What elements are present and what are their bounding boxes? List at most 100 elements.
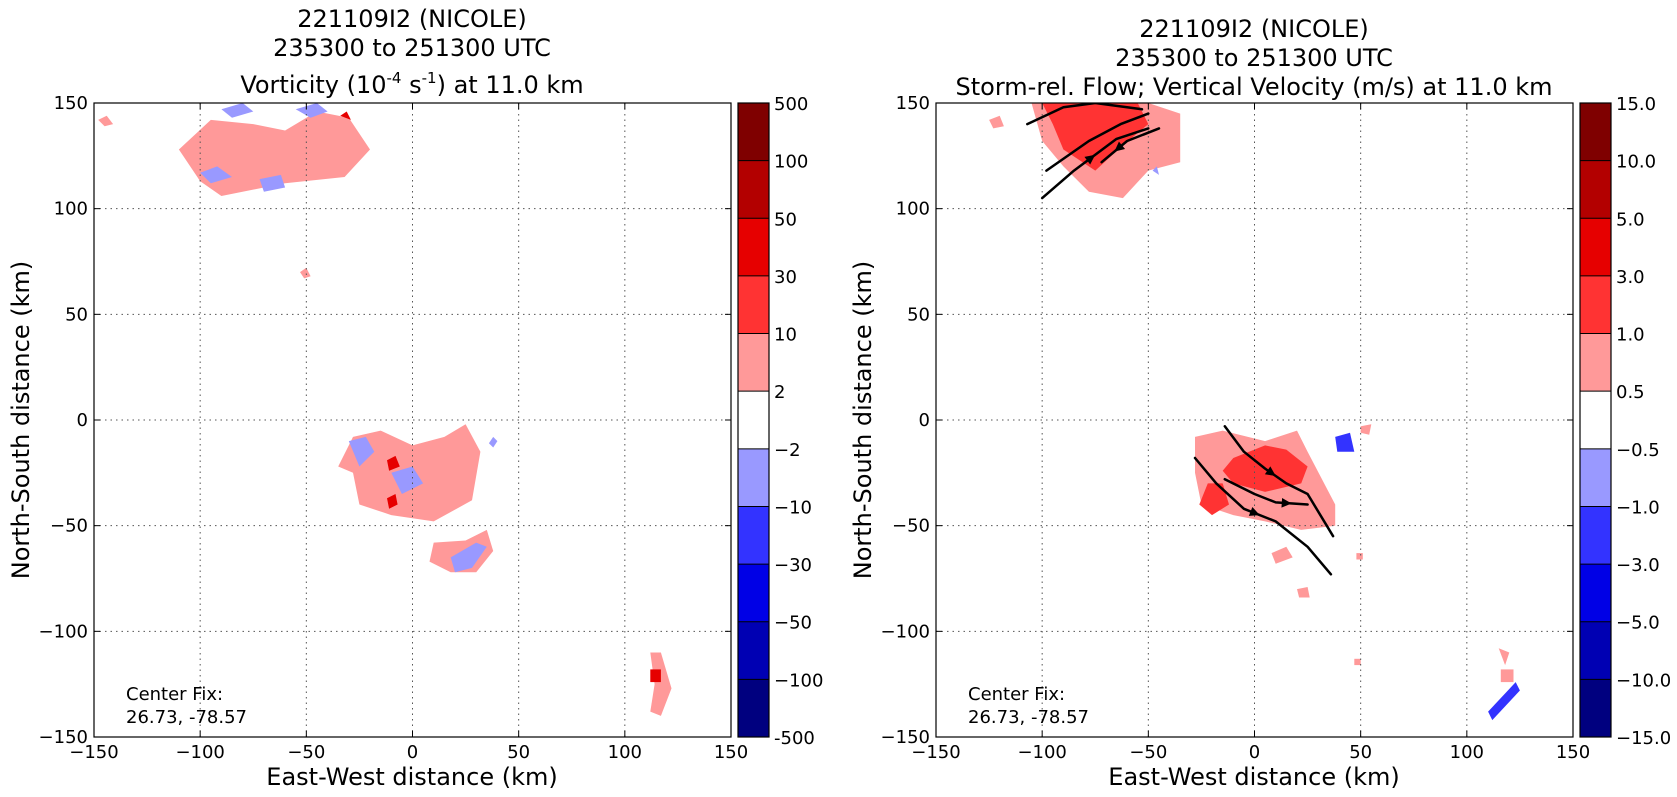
contour-region xyxy=(1271,546,1293,564)
panel-vorticity: 221109I2 (NICOLE) 235300 to 251300 UTC V… xyxy=(7,5,823,791)
contour-region xyxy=(1488,682,1520,721)
center-fix-label: Center Fix: xyxy=(968,684,1065,705)
contour-region xyxy=(1500,669,1514,683)
contour-region xyxy=(650,669,661,683)
contour-region xyxy=(340,111,351,120)
y-axis-label: North-South distance (km) xyxy=(849,261,877,580)
colorbar-segment xyxy=(1580,218,1611,276)
y-tick-label: −50 xyxy=(50,516,88,537)
streamlines xyxy=(1026,103,1335,576)
contour-region xyxy=(1297,587,1310,598)
streamline-arrow xyxy=(1248,506,1260,516)
x-tick-label: −100 xyxy=(175,742,224,763)
colorbar-segment xyxy=(1580,160,1611,219)
colorbar-tick-label: −1.0 xyxy=(1616,497,1660,518)
x-tick-label: −100 xyxy=(1017,742,1066,763)
colorbar-tick-label: 10 xyxy=(774,325,797,346)
plot-area xyxy=(98,103,672,716)
title-line3: Storm-rel. Flow; Vertical Velocity (m/s)… xyxy=(956,73,1553,101)
title-line2: 235300 to 251300 UTC xyxy=(1115,44,1393,72)
colorbar-segment xyxy=(1580,564,1611,622)
colorbar-tick-label: −50 xyxy=(774,613,812,634)
colorbar-tick-label: −10 xyxy=(774,497,812,518)
x-tick-label: 50 xyxy=(1349,742,1372,763)
title-mid: s xyxy=(401,71,421,99)
colorbar-tick-label: 1.0 xyxy=(1616,325,1645,346)
streamline xyxy=(1045,112,1150,172)
x-tick-label: 0 xyxy=(407,742,418,763)
colorbar-frame xyxy=(1579,102,1612,738)
y-tick-label: 0 xyxy=(77,410,88,431)
contour-region xyxy=(300,267,311,279)
y-axis-label: North-South distance (km) xyxy=(7,261,35,580)
streamline-arrow xyxy=(1264,466,1276,477)
colorbar-tick-label: −100 xyxy=(774,670,823,691)
axis-ticks: −150−150 −100 −100 −50 −50 0 0 50 50 100 100 150 150 xyxy=(39,93,749,763)
colorbar-tick-label: 10.0 xyxy=(1616,152,1656,173)
streamline xyxy=(1223,425,1335,538)
colorbar-segment xyxy=(1580,506,1611,565)
streamline xyxy=(1040,127,1150,200)
y-tick-label: −50 xyxy=(892,516,930,537)
colorbar-segment xyxy=(738,448,769,507)
colorbar-tick-label: 5.0 xyxy=(1616,209,1645,230)
colorbar-segment xyxy=(1580,448,1611,507)
colorbar: −15.0 −10.0 −5.0 −3.0 −1.0 −0.5 0.5 1.0 3.0 5.0 10… xyxy=(1579,94,1671,749)
colorbar-tick-label: −10.0 xyxy=(1616,670,1671,691)
colorbar-frame xyxy=(737,102,770,738)
contour-region xyxy=(429,529,494,573)
x-tick-label: 100 xyxy=(608,742,642,763)
colorbar-tick-label: −5.0 xyxy=(1616,613,1660,634)
title-line1: 221109I2 (NICOLE) xyxy=(1139,15,1369,43)
colorbar: -500 −100 −50 −30 −10 −2 2 10 30 50 100 500 xyxy=(737,94,823,749)
y-tick-label: −100 xyxy=(881,621,930,642)
contour-region xyxy=(1360,424,1372,435)
title-sup-exponent: -4 xyxy=(387,69,402,87)
contour-region xyxy=(1152,166,1159,175)
axis-ticks: −150−150 −100 −100 −50 −50 0 0 50 50 100 100 150 150 xyxy=(881,93,1591,763)
colorbar-tick-label: 500 xyxy=(774,94,808,115)
gridlines xyxy=(936,103,1573,737)
y-tick-label: −150 xyxy=(881,727,930,748)
center-fix-coords: 26.73, -78.57 xyxy=(968,707,1089,728)
y-tick-label: 150 xyxy=(54,93,88,114)
colorbar-segment xyxy=(738,506,769,565)
colorbar-tick-label: −0.5 xyxy=(1616,440,1660,461)
x-axis-label: East-West distance (km) xyxy=(266,763,557,791)
x-tick-label: 150 xyxy=(1556,742,1590,763)
colorbar-segment xyxy=(1580,275,1611,334)
contour-region xyxy=(1199,483,1229,516)
colorbar-tick-label: −3.0 xyxy=(1616,555,1660,576)
gridlines xyxy=(94,103,731,737)
colorbar-segment xyxy=(738,275,769,334)
plot-frame xyxy=(935,102,1574,738)
x-tick-label: 50 xyxy=(507,742,530,763)
colorbar-tick-label: 15.0 xyxy=(1616,94,1656,115)
x-tick-label: −50 xyxy=(1129,742,1167,763)
colorbar-tick-label: 0.5 xyxy=(1616,382,1645,403)
panel-vertical-velocity: 221109I2 (NICOLE) 235300 to 251300 UTC S… xyxy=(849,15,1671,791)
streamline-arrow xyxy=(1281,498,1292,508)
y-tick-label: 100 xyxy=(54,199,88,220)
colorbar-segment xyxy=(1580,679,1611,737)
colorbar-tick-label: 30 xyxy=(774,267,797,288)
x-tick-label: 0 xyxy=(1249,742,1260,763)
colorbar-segment xyxy=(738,333,769,392)
colorbar-tick-label: 2 xyxy=(774,382,785,403)
title-prefix: Vorticity (10 xyxy=(240,71,386,99)
colorbar-segment xyxy=(738,218,769,276)
colorbar-segment xyxy=(1580,103,1611,161)
y-tick-label: −100 xyxy=(39,621,88,642)
streamline-arrow xyxy=(1114,141,1126,152)
contour-region xyxy=(387,494,398,509)
x-tick-label: −150 xyxy=(69,742,118,763)
y-tick-label: 150 xyxy=(896,93,930,114)
contour-region xyxy=(1498,648,1510,666)
plot-frame xyxy=(93,102,732,738)
contour-region xyxy=(1335,432,1355,452)
contour-region xyxy=(488,436,498,448)
streamline xyxy=(1026,103,1144,126)
contour-region xyxy=(450,542,487,573)
contour-region xyxy=(650,652,672,716)
